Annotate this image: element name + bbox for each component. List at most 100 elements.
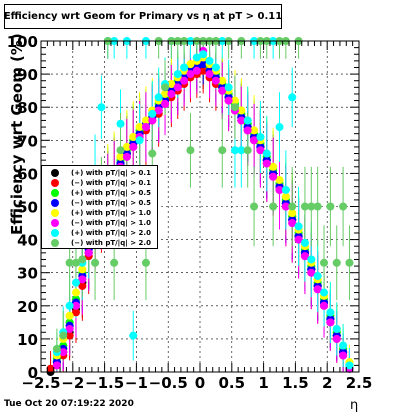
legend-marker: [51, 199, 59, 207]
data-point: [339, 341, 348, 350]
y-axis-label: Efficiency wrt Geom (%): [8, 33, 26, 235]
legend-label: (−) with pT/|q| > 2.0: [71, 239, 151, 247]
data-point: [148, 109, 157, 118]
data-point: [326, 318, 335, 327]
x-tick-label: −2: [61, 374, 84, 392]
y-tick-label: 100: [7, 33, 38, 51]
legend-label: (+) with pT/|q| > 0.5: [71, 189, 151, 197]
data-point: [71, 278, 80, 287]
data-point: [65, 331, 74, 340]
legend-marker: [51, 169, 59, 177]
data-point: [339, 351, 348, 360]
data-point: [288, 219, 297, 228]
data-point: [218, 146, 227, 155]
data-point: [84, 248, 93, 257]
data-point: [294, 235, 303, 244]
data-point: [78, 265, 87, 274]
data-point: [275, 176, 284, 185]
data-point: [192, 66, 201, 75]
data-point: [129, 142, 138, 151]
data-point: [116, 152, 125, 161]
data-point: [256, 132, 265, 141]
y-tick-label: 50: [17, 199, 38, 217]
data-point: [332, 334, 341, 343]
data-point: [78, 281, 87, 290]
data-point: [230, 103, 239, 112]
data-point: [52, 344, 61, 353]
data-point: [71, 308, 80, 317]
data-point: [129, 331, 138, 340]
data-point: [288, 202, 297, 211]
data-point: [237, 116, 246, 125]
legend-label: (+) with pT/|q| > 0.1: [71, 169, 151, 177]
legend-marker: [51, 219, 59, 227]
data-point: [320, 288, 329, 297]
data-point: [237, 106, 246, 115]
legend-entry: (+) with pT/|q| > 0.5: [42, 188, 151, 198]
data-point: [135, 123, 144, 132]
data-point: [135, 136, 144, 145]
data-point: [281, 185, 290, 194]
data-point: [186, 70, 195, 79]
data-point: [243, 116, 252, 125]
y-tick-label: 0: [28, 364, 38, 382]
legend-entry: (+) with pT/|q| > 2.0: [42, 228, 151, 238]
y-tick-label: 70: [17, 132, 38, 150]
legend: (+) with pT/|q| > 0.1 (−) with pT/|q| > 0…: [41, 165, 158, 249]
data-point: [65, 258, 74, 267]
data-point: [78, 275, 87, 284]
y-tick-label: 30: [17, 265, 38, 283]
data-point: [300, 238, 309, 247]
x-tick-label: 1: [258, 374, 268, 392]
data-point: [300, 202, 309, 211]
data-point: [154, 93, 163, 102]
x-tick-label: −1.5: [85, 374, 124, 392]
data-point: [78, 255, 87, 264]
data-point: [161, 89, 170, 98]
data-point: [269, 202, 278, 211]
data-point: [307, 255, 316, 264]
data-point: [250, 202, 259, 211]
data-point: [243, 146, 252, 155]
y-tick-label: 40: [17, 232, 38, 250]
legend-label: (+) with pT/|q| > 1.0: [71, 209, 151, 217]
legend-marker: [51, 239, 59, 247]
data-point: [262, 149, 271, 158]
legend-entry: (+) with pT/|q| > 0.1: [42, 168, 151, 178]
y-tick-label: 60: [17, 165, 38, 183]
x-tick-label: −0.5: [149, 374, 188, 392]
data-point: [65, 311, 74, 320]
legend-entry: (−) with pT/|q| > 0.1: [42, 178, 151, 188]
data-point: [281, 202, 290, 211]
legend-marker: [51, 229, 59, 237]
data-point: [129, 132, 138, 141]
data-point: [345, 361, 354, 370]
data-point: [154, 106, 163, 115]
data-point: [65, 301, 74, 310]
data-point: [161, 99, 170, 108]
legend-entry: (−) with pT/|q| > 1.0: [42, 218, 151, 228]
data-point: [167, 89, 176, 98]
chart-title: Efficiency wrt Geom for Primary vs η at …: [4, 4, 282, 29]
data-point: [199, 60, 208, 69]
legend-label: (+) with pT/|q| > 2.0: [71, 229, 151, 237]
data-point: [199, 66, 208, 75]
data-point: [186, 146, 195, 155]
timestamp: Tue Oct 20 07:19:22 2020: [4, 399, 134, 409]
data-point: [300, 252, 309, 261]
data-point: [205, 70, 214, 79]
data-point: [288, 209, 297, 218]
data-point: [148, 149, 157, 158]
data-point: [275, 123, 284, 132]
data-point: [307, 268, 316, 277]
data-point: [46, 364, 55, 373]
data-point: [141, 116, 150, 125]
data-point: [250, 136, 259, 145]
y-tick-label: 10: [17, 331, 38, 349]
data-point: [281, 192, 290, 201]
data-point: [230, 96, 239, 105]
y-tick-label: 20: [17, 298, 38, 316]
data-point: [211, 76, 220, 85]
data-point: [237, 146, 246, 155]
